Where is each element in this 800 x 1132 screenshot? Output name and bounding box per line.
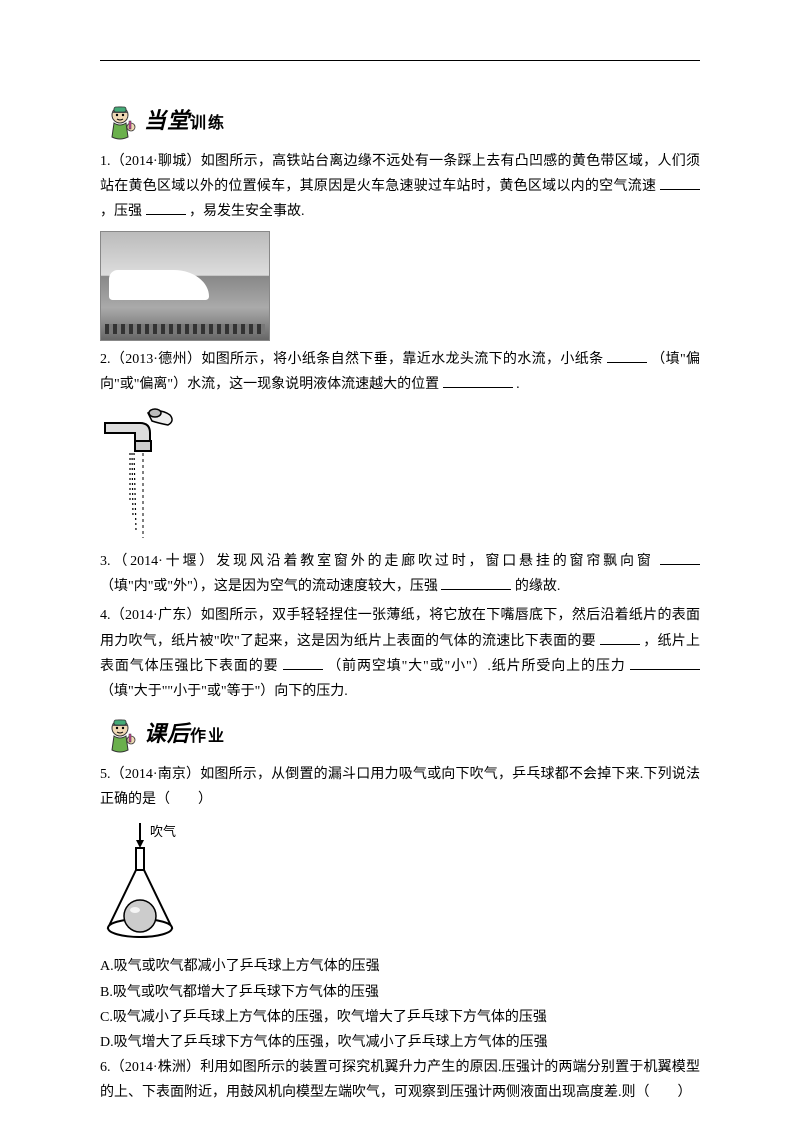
q2-blank-1[interactable] [607, 349, 647, 363]
header-title-homework: 课后 作业 [144, 714, 226, 754]
q4-text: 4.（2014·广东）如图所示，双手轻轻捏住一张薄纸，将它放在下嘴唇底下，然后沿… [100, 603, 700, 704]
q5-option-d[interactable]: D.吸气增大了乒乓球下方气体的压强，吹气减小了乒乓球上方气体的压强 [100, 1030, 700, 1055]
q2-text: 2.（2013·德州）如图所示，将小纸条自然下垂，靠近水龙头流下的水流，小纸条 … [100, 347, 700, 397]
q5-figure: 吹气 [100, 818, 700, 948]
q4-part-c: （前两空填"大"或"小"）.纸片所受向上的压力 [327, 659, 625, 674]
q5-option-b[interactable]: B.吸气或吹气都增大了乒乓球下方气体的压强 [100, 980, 700, 1005]
train-photo-placeholder [100, 231, 270, 341]
q5-stem: 5.（2014·南京）如图所示，从倒置的漏斗口用力吸气或向下吹气，乒乓球都不会掉… [100, 762, 700, 812]
q1-blank-1[interactable] [660, 176, 700, 190]
q5-options: A.吸气或吹气都减小了乒乓球上方气体的压强 B.吸气或吹气都增大了乒乓球下方气体… [100, 954, 700, 1055]
q1-figure [100, 231, 700, 341]
q2-figure [100, 403, 700, 543]
header-title-classwork: 当堂 训练 [144, 101, 226, 141]
header-small-text: 训练 [190, 110, 226, 139]
boy-cartoon-icon [100, 101, 140, 141]
q4-blank-1[interactable] [600, 631, 640, 645]
q2-part-c: . [516, 377, 520, 392]
q3-blank-2[interactable] [441, 576, 511, 590]
q4-part-d: （填"大于""小于"或"等于"）向下的压力. [100, 684, 348, 699]
header-small-text-2: 作业 [190, 723, 226, 752]
q6-text: 6.（2014·株洲）利用如图所示的装置可探究机翼升力产生的原因.压强计的两端分… [100, 1055, 700, 1105]
boy-cartoon-icon-2 [100, 714, 140, 754]
q1-part-a: 1.（2014·聊城）如图所示，高铁站台离边缘不远处有一条踩上去有凸凹感的黄色带… [100, 154, 700, 194]
q4-blank-2[interactable] [283, 656, 323, 670]
q1-part-b: ，压强 [100, 204, 142, 219]
funnel-illustration: 吹气 [100, 818, 210, 948]
faucet-illustration [100, 403, 210, 543]
blow-label: 吹气 [150, 824, 176, 839]
q1-text: 1.（2014·聊城）如图所示，高铁站台离边缘不远处有一条踩上去有凸凹感的黄色带… [100, 149, 700, 225]
header-big-text: 当堂 [144, 101, 190, 141]
section-header-homework: 课后 作业 [100, 714, 700, 754]
q3-part-a: 3.（2014·十堰）发现风沿着教室窗外的走廊吹过时，窗口悬挂的窗帘飘向窗 [100, 554, 654, 569]
section-header-classwork: 当堂 训练 [100, 101, 700, 141]
q5-option-a[interactable]: A.吸气或吹气都减小了乒乓球上方气体的压强 [100, 954, 700, 979]
q1-blank-2[interactable] [146, 201, 186, 215]
q3-blank-1[interactable] [660, 551, 700, 565]
q3-part-b: （填"内"或"外"），这是因为空气的流动速度较大，压强 [100, 579, 438, 594]
q3-text: 3.（2014·十堰）发现风沿着教室窗外的走廊吹过时，窗口悬挂的窗帘飘向窗 （填… [100, 549, 700, 599]
q2-blank-2[interactable] [443, 374, 513, 388]
header-big-text-2: 课后 [144, 714, 190, 754]
q4-blank-3[interactable] [630, 656, 700, 670]
page-top-rule [100, 60, 700, 61]
q2-part-a: 2.（2013·德州）如图所示，将小纸条自然下垂，靠近水龙头流下的水流，小纸条 [100, 352, 603, 367]
q1-part-c: ，易发生安全事故. [189, 204, 305, 219]
q3-part-c: 的缘故. [515, 579, 561, 594]
q5-option-c[interactable]: C.吸气减小了乒乓球上方气体的压强，吹气增大了乒乓球下方气体的压强 [100, 1005, 700, 1030]
